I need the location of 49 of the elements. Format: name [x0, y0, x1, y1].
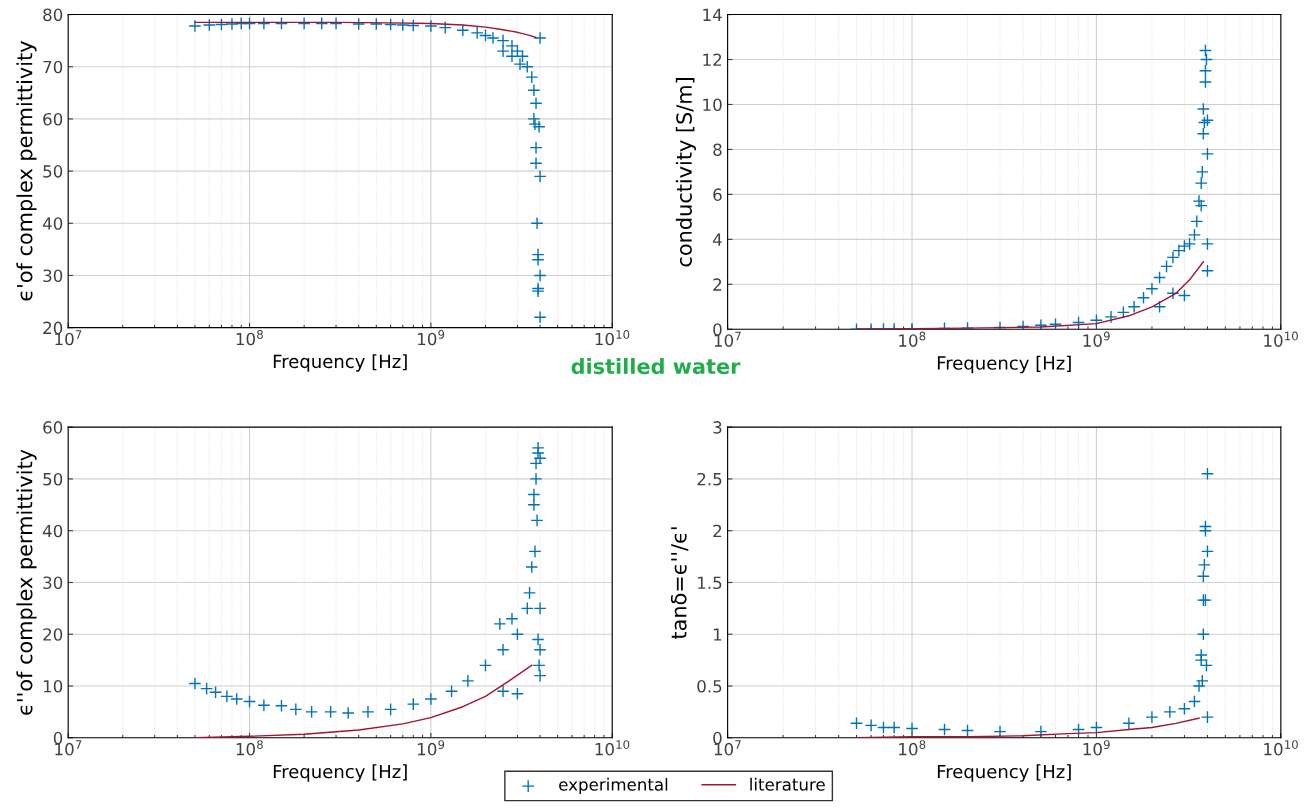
x-tick-label: 10$^{10}$	[1264, 331, 1298, 347]
x-tick-label: 10$^{9}$	[1083, 331, 1110, 347]
y-axis-title: conductivity [S/m]	[675, 78, 696, 267]
x-tick-label: 10$^{9}$	[1083, 740, 1110, 756]
x-tick-label: 10$^{8}$	[236, 740, 263, 756]
x-axis-title: Frequency [Hz]	[273, 764, 407, 782]
x-tick-label: 10$^{10}$	[595, 330, 630, 346]
y-tick-label: 10	[43, 679, 63, 693]
y-tick-label: 50	[43, 472, 63, 486]
x-tick-label: 10$^{9}$	[418, 740, 445, 756]
y-tick-label: 2.5	[697, 472, 722, 486]
x-tick-label: 10$^{8}$	[899, 331, 926, 347]
y-tick-label: 4	[712, 233, 722, 246]
y-tick-label: 10	[703, 98, 722, 112]
legend-label: literature	[750, 777, 825, 791]
y-tick-label: 40	[42, 524, 63, 538]
x-tick-label: 10$^{8}$	[236, 330, 263, 346]
y-tick-label: 6	[713, 188, 722, 201]
y-axis-title: ϵ'of complex permittivity	[16, 41, 37, 301]
x-tick-label: 10$^{10}$	[1264, 740, 1298, 756]
x-axis-title: Frequency [Hz]	[273, 354, 407, 372]
y-tick-label: 12	[703, 53, 722, 66]
y-tick-label: 3	[713, 421, 722, 434]
y-tick-label: 70	[43, 60, 63, 74]
x-tick-label: 10$^{10}$	[595, 740, 630, 756]
y-tick-label: 60	[43, 112, 63, 126]
y-tick-label: 8	[713, 143, 722, 156]
y-tick-label: 30	[43, 576, 63, 590]
text: distilled water	[571, 358, 741, 375]
y-tick-label: 2	[713, 524, 722, 538]
y-tick-label: 20	[43, 321, 63, 335]
y-tick-label: 1.5	[698, 576, 722, 590]
y-tick-label: 14	[703, 8, 722, 21]
y-tick-label: 40	[42, 217, 63, 230]
y-tick-label: 60	[43, 421, 63, 434]
y-tick-label: 20	[43, 628, 63, 641]
y-axis-title: ϵ''of complex permittivity	[16, 449, 37, 715]
y-tick-label: 1	[713, 628, 722, 641]
y-tick-label: 0.5	[697, 679, 722, 693]
y-tick-label: 50	[43, 165, 63, 178]
y-axis-title: tanδ=ϵ''/ϵ'	[670, 527, 689, 640]
x-tick-label: 10$^{9}$	[418, 330, 445, 346]
x-axis-title: Frequency [Hz]	[937, 355, 1071, 374]
x-axis-title: Frequency [Hz]	[937, 764, 1071, 782]
y-tick-label: 30	[43, 269, 63, 283]
legend-label: experimental	[559, 777, 668, 794]
x-tick-label: 10$^{8}$	[899, 740, 926, 756]
y-tick-label: 2	[713, 278, 722, 291]
y-tick-label: 80	[43, 8, 63, 22]
